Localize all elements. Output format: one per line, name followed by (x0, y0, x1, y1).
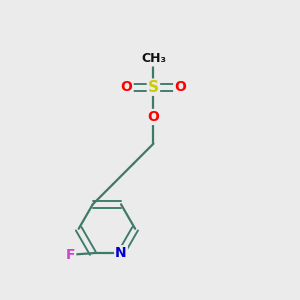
Text: O: O (148, 110, 159, 124)
Text: F: F (66, 248, 75, 262)
Text: O: O (174, 80, 186, 94)
Text: S: S (148, 80, 159, 95)
Text: CH₃: CH₃ (141, 52, 166, 65)
Text: N: N (115, 246, 127, 260)
Text: O: O (121, 80, 133, 94)
